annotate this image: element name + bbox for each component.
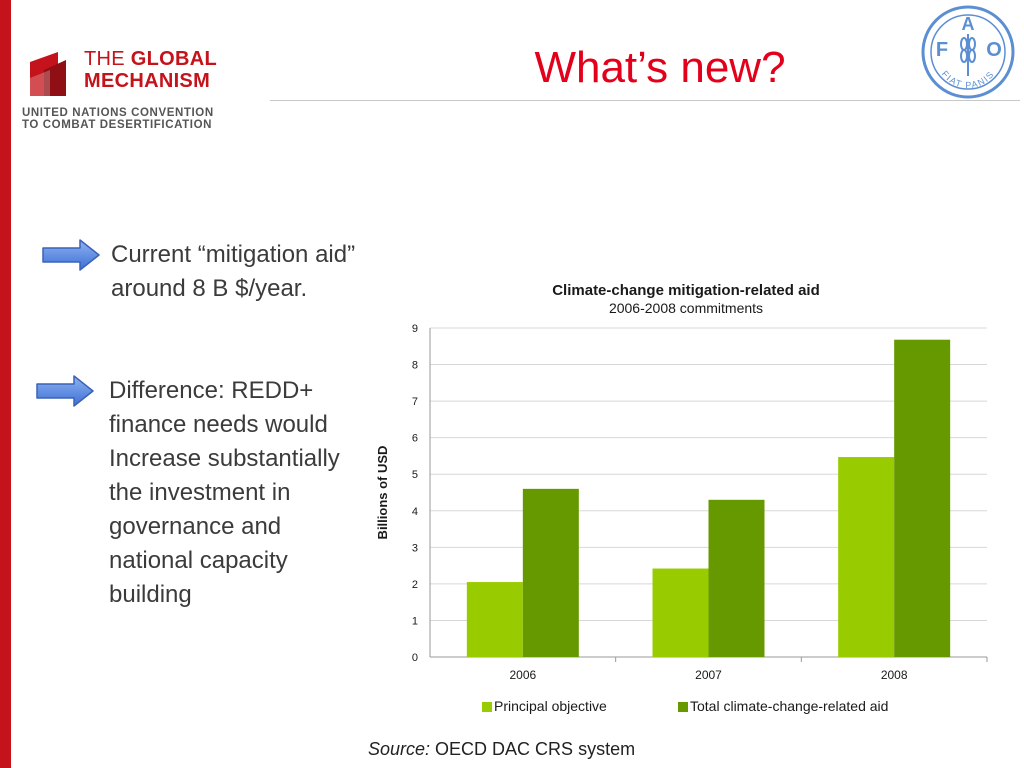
fao-letter-a: A	[962, 14, 975, 34]
legend-swatch	[678, 702, 688, 712]
bar-2008-series-1	[838, 457, 895, 657]
bar-2007-series-2	[708, 499, 765, 657]
mitigation-aid-chart: Climate-change mitigation-related aid200…	[375, 282, 988, 714]
y-tick-label: 8	[412, 360, 418, 372]
y-tick-label: 3	[412, 542, 418, 554]
y-tick-label: 1	[412, 615, 418, 627]
x-tick-label: 2007	[695, 668, 722, 682]
bullet-arrow-icon	[36, 375, 94, 407]
y-tick-label: 5	[412, 469, 418, 481]
global-mechanism-logo: THE GLOBAL MECHANISM UNITED NATIONS CONV…	[22, 44, 252, 134]
legend-label: Total climate-change-related aid	[690, 698, 888, 714]
gm-name-line1: THE GLOBAL	[84, 48, 217, 70]
bar-2006-series-2	[522, 488, 579, 657]
y-tick-label: 4	[412, 506, 418, 518]
bullet-mitigation-aid: Current “mitigation aid” around 8 B $/ye…	[111, 241, 356, 302]
fao-letter-o: O	[986, 39, 1002, 61]
x-tick-label: 2008	[881, 668, 908, 682]
x-tick-label: 2006	[509, 668, 536, 682]
fao-logo: F A O FIAT PANIS	[921, 5, 1015, 99]
chart-subtitle: 2006-2008 commitments	[609, 300, 763, 316]
left-accent-bar	[0, 0, 11, 768]
bullet-redd-difference: Difference: REDD+ finance needs would In…	[109, 377, 340, 608]
gm-name-line2: MECHANISM	[84, 70, 211, 92]
title-divider	[270, 100, 1020, 101]
y-tick-label: 2	[412, 579, 418, 591]
global-mechanism-emblem-icon	[30, 52, 66, 96]
y-tick-label: 7	[412, 396, 418, 408]
legend-swatch	[482, 702, 492, 712]
fao-letter-f: F	[936, 39, 948, 61]
legend-label: Principal objective	[494, 698, 607, 714]
bar-2006-series-1	[466, 582, 523, 657]
bar-2008-series-2	[894, 339, 951, 657]
y-tick-label: 9	[412, 323, 418, 335]
y-tick-label: 0	[412, 652, 418, 664]
slide-title: What’s new?	[534, 43, 786, 92]
bar-2007-series-1	[652, 568, 709, 657]
gm-subtitle: UNITED NATIONS CONVENTION TO COMBAT DESE…	[22, 107, 214, 131]
y-axis-label: Billions of USD	[375, 446, 390, 540]
bullet-arrow-icon	[42, 239, 100, 271]
source-citation: Source: OECD DAC CRS system	[368, 739, 636, 759]
y-tick-label: 6	[412, 433, 418, 445]
chart-title: Climate-change mitigation-related aid	[552, 282, 820, 299]
